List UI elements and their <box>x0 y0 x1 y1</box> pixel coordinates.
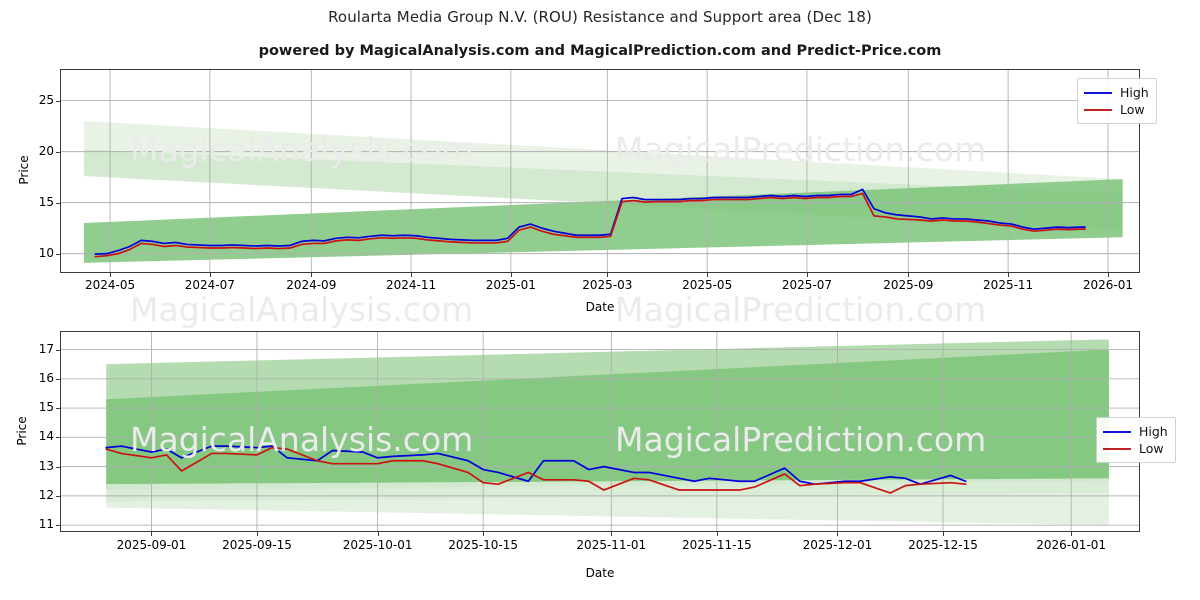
x-axis-tick: 2024-05 <box>84 278 136 292</box>
x-axis-tick: 2025-01 <box>485 278 536 292</box>
y-tick-mark <box>56 349 60 351</box>
y-tick-mark <box>56 100 60 102</box>
top-plot-area <box>60 69 1140 273</box>
x-tick-mark <box>837 532 839 536</box>
y-tick-mark <box>56 253 60 255</box>
watermark-text: MagicalPrediction.com <box>615 130 987 169</box>
x-tick-mark <box>483 532 485 536</box>
y-tick-mark <box>56 151 60 153</box>
x-axis-tick: 2025-12-15 <box>908 538 978 552</box>
x-axis-tick: 2025-10-01 <box>342 538 413 552</box>
x-tick-mark <box>707 273 709 277</box>
legend-label-low: Low <box>1120 102 1145 117</box>
chart-title: Roularta Media Group N.V. (ROU) Resistan… <box>328 8 872 26</box>
legend-label-high: High <box>1139 424 1168 439</box>
legend-entry-low: Low <box>1103 440 1168 457</box>
x-tick-mark <box>943 532 944 536</box>
legend-label-low: Low <box>1139 441 1164 456</box>
watermark-text: MagicalAnalysis.com <box>130 290 474 329</box>
x-tick-mark <box>908 273 910 277</box>
x-tick-mark <box>110 273 112 277</box>
y-axis-tick: 25 <box>38 92 54 107</box>
legend-swatch-high <box>1084 91 1112 94</box>
x-axis-tick: 2025-11-15 <box>681 538 752 552</box>
x-axis-tick: 2025-10-15 <box>448 538 519 552</box>
top-chart-panel <box>60 69 1140 273</box>
x-tick-mark <box>716 532 718 536</box>
top-chart-legend: High Low <box>1077 78 1157 124</box>
y-axis-tick: 14 <box>38 429 54 444</box>
x-axis-tick: 2025-09-01 <box>116 538 187 552</box>
x-tick-mark <box>1008 273 1010 277</box>
x-tick-mark <box>151 532 153 536</box>
y-tick-mark <box>56 525 60 527</box>
y-tick-mark <box>56 202 60 204</box>
x-axis-tick: 2025-12-01 <box>802 538 873 552</box>
y-axis-tick: 12 <box>38 487 54 502</box>
legend-entry-high: High <box>1084 84 1149 101</box>
legend-swatch-high <box>1103 430 1131 433</box>
y-axis-tick: 17 <box>38 341 54 356</box>
watermark-text: MagicalAnalysis.com <box>130 420 474 459</box>
series-line-low <box>94 192 1086 258</box>
legend-entry-high: High <box>1103 423 1168 440</box>
x-axis-tick: 2025-07 <box>781 278 832 292</box>
x-axis-tick: 2026-01 <box>1082 278 1133 292</box>
chart-subtitle: powered by MagicalAnalysis.com and Magic… <box>258 43 942 59</box>
x-tick-mark <box>257 532 258 536</box>
x-axis-tick: 2025-05 <box>682 278 733 292</box>
y-tick-mark <box>56 495 60 497</box>
band-pale-lower <box>106 478 1109 526</box>
y-axis-tick: 16 <box>38 370 54 385</box>
x-tick-mark <box>1071 532 1073 536</box>
x-tick-mark <box>377 532 379 536</box>
y-axis-tick: 13 <box>38 458 54 473</box>
top-x-axis-label: Date <box>585 300 615 314</box>
x-tick-mark <box>611 532 613 536</box>
series-line-low <box>105 446 967 494</box>
y-axis-tick: 10 <box>38 245 54 260</box>
band-inner-band <box>106 349 1109 491</box>
bottom-plot-area <box>60 331 1140 532</box>
y-axis-tick: 15 <box>38 194 54 209</box>
x-axis-tick: 2024-11 <box>385 278 437 292</box>
y-tick-mark <box>56 408 60 410</box>
legend-swatch-low <box>1103 447 1131 450</box>
x-axis-tick: 2025-09 <box>883 278 934 292</box>
x-axis-tick: 2026-01-01 <box>1036 538 1107 552</box>
x-axis-tick: 2025-03 <box>582 278 633 292</box>
legend-entry-low: Low <box>1084 101 1149 118</box>
x-tick-mark <box>806 273 808 277</box>
legend-label-high: High <box>1120 85 1149 100</box>
y-axis-tick: 15 <box>38 400 54 415</box>
x-tick-mark <box>510 273 512 277</box>
bottom-x-axis-label: Date <box>585 566 615 580</box>
bottom-chart-legend: High Low <box>1096 417 1176 463</box>
y-tick-mark <box>56 466 60 468</box>
watermark-text: MagicalPrediction.com <box>615 420 987 459</box>
x-axis-tick: 2024-09 <box>286 278 337 292</box>
band-support-main <box>83 179 1123 263</box>
x-tick-mark <box>1107 273 1109 277</box>
x-tick-mark <box>311 273 313 277</box>
watermark-text: MagicalAnalysis.com <box>130 130 474 169</box>
y-tick-mark <box>56 437 60 439</box>
legend-swatch-low <box>1084 108 1112 111</box>
series-line-high <box>94 188 1086 255</box>
x-axis-tick: 2025-11-01 <box>576 538 647 552</box>
x-tick-mark <box>411 273 413 277</box>
x-axis-tick: 2024-07 <box>184 278 235 292</box>
y-tick-mark <box>56 378 60 380</box>
y-axis-tick: 11 <box>38 517 54 532</box>
watermark-text: MagicalPrediction.com <box>615 290 987 329</box>
bottom-chart-panel <box>60 331 1140 532</box>
x-axis-tick: 2025-11 <box>983 278 1034 292</box>
y-axis-tick: 20 <box>38 143 54 158</box>
x-tick-mark <box>209 273 211 277</box>
x-axis-tick: 2025-09-15 <box>222 538 292 552</box>
x-tick-mark <box>607 273 609 277</box>
